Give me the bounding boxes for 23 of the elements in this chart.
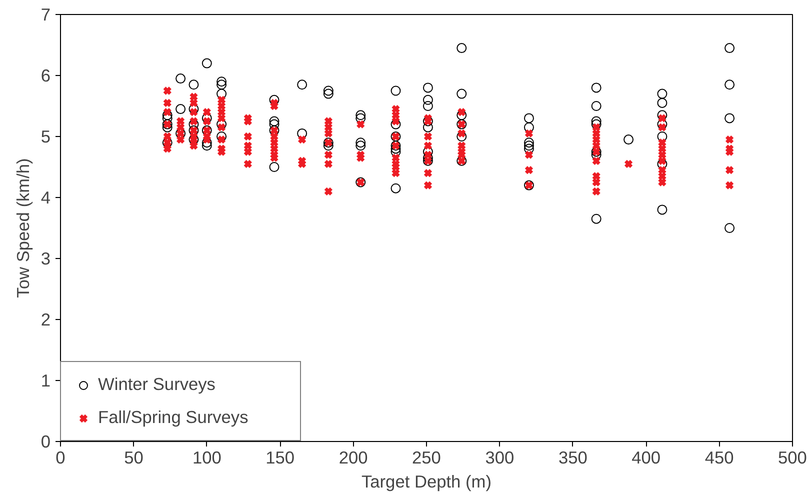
x-tick-label: 500: [778, 448, 807, 468]
x-axis-title: Target Depth (m): [362, 472, 492, 492]
y-tick-label: 4: [40, 188, 51, 208]
x-tick-label: 450: [704, 448, 734, 468]
y-tick-label: 3: [40, 248, 51, 268]
x-tick-label: 400: [632, 448, 661, 468]
y-axis-title: Tow Speed (km/h): [12, 158, 33, 298]
x-tick-label: 200: [338, 448, 368, 468]
y-tick-label: 1: [40, 370, 51, 390]
x-tick-label: 250: [412, 448, 441, 468]
x-tick-label: 100: [192, 448, 222, 468]
x-tick-label: 150: [266, 448, 295, 468]
y-tick-label: 6: [40, 66, 51, 86]
y-tick-label: 5: [40, 126, 51, 146]
x-tick-label: 0: [56, 448, 66, 468]
y-tick-label: 7: [40, 4, 51, 24]
legend-label: Winter Surveys: [98, 374, 216, 395]
x-tick-label: 300: [485, 448, 514, 468]
x-tick-label: 50: [124, 448, 144, 468]
x-tick-label: 350: [558, 448, 588, 468]
y-tick-label: 0: [40, 432, 51, 452]
y-tick-label: 2: [40, 310, 51, 330]
legend-label: Fall/Spring Surveys: [98, 407, 250, 428]
